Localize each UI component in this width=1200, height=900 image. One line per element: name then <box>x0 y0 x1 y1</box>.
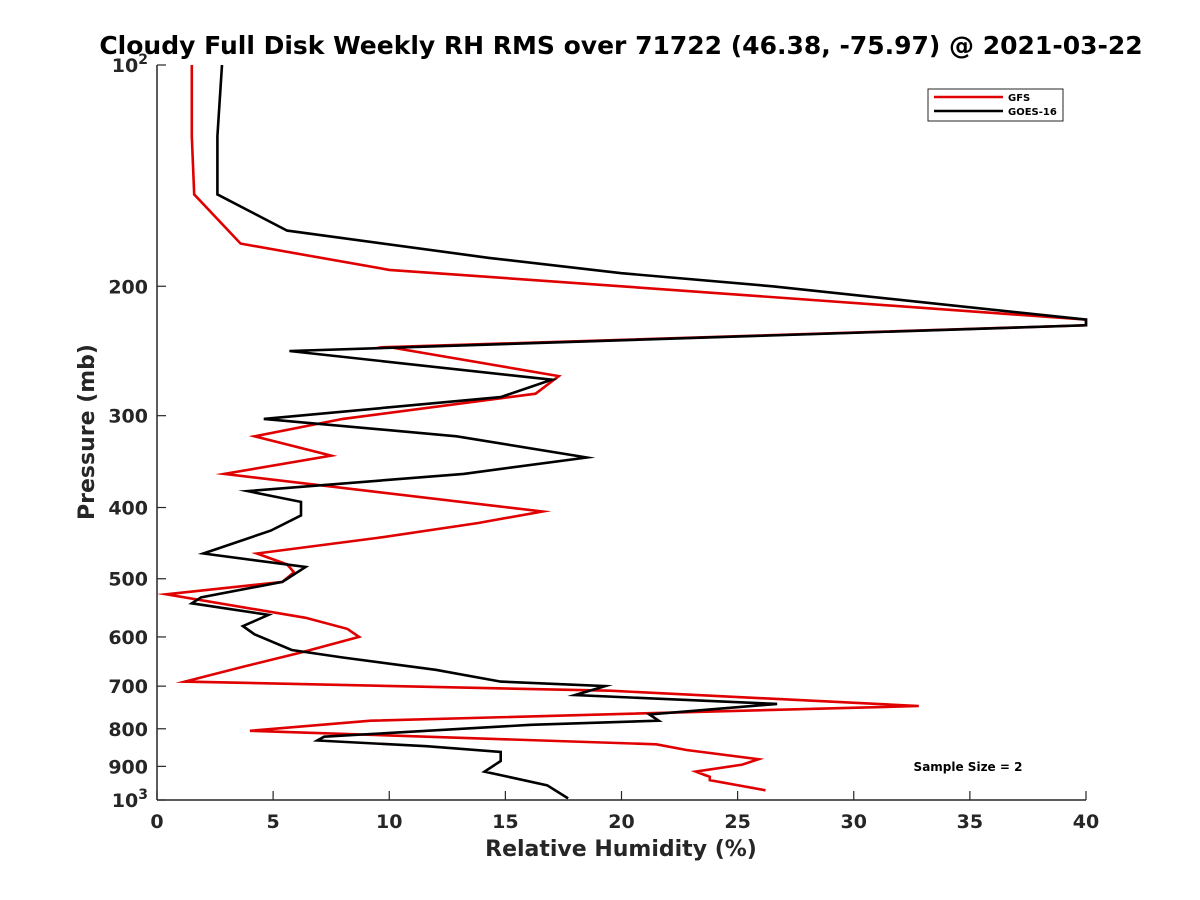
y-tick-label: 102 <box>112 52 148 77</box>
y-tick-label: 600 <box>108 627 148 649</box>
series-line-goes16 <box>188 64 1088 800</box>
y-axis-label: Pressure (mb) <box>75 344 100 520</box>
y-tick-label: 400 <box>108 498 148 520</box>
y-tick-label: 700 <box>108 676 148 698</box>
sample-size-annotation: Sample Size = 2 <box>914 760 1023 774</box>
y-tick-label: 103 <box>112 787 148 812</box>
y-tick-label: 900 <box>108 756 148 778</box>
series-layer <box>156 64 1088 800</box>
y-tick-label: 800 <box>108 719 148 741</box>
chart-title: Cloudy Full Disk Weekly RH RMS over 7172… <box>99 31 1142 60</box>
x-tick-label: 35 <box>957 811 983 833</box>
y-ticks: 102 200 300 400 500 600 700 800 900 103 <box>108 52 166 812</box>
legend-label-gfs: GFS <box>1008 93 1030 104</box>
legend: GFS GOES-16 <box>927 88 1064 122</box>
x-tick-label: 20 <box>608 811 634 833</box>
x-axis-label: Relative Humidity (%) <box>485 837 757 862</box>
legend-label-goes16: GOES-16 <box>1008 107 1057 118</box>
x-tick-label: 30 <box>841 811 867 833</box>
x-tick-label: 0 <box>150 811 163 833</box>
x-tick-label: 25 <box>724 811 750 833</box>
x-tick-label: 10 <box>376 811 402 833</box>
y-tick-label: 500 <box>108 569 148 591</box>
y-tick-label: 200 <box>108 276 148 298</box>
legend-box <box>927 88 1064 122</box>
x-ticks: 0 5 10 15 20 25 30 35 40 <box>150 791 1099 833</box>
y-tick-label: 300 <box>108 406 148 428</box>
x-tick-label: 15 <box>492 811 518 833</box>
x-tick-label: 40 <box>1073 811 1099 833</box>
x-tick-label: 5 <box>267 811 280 833</box>
